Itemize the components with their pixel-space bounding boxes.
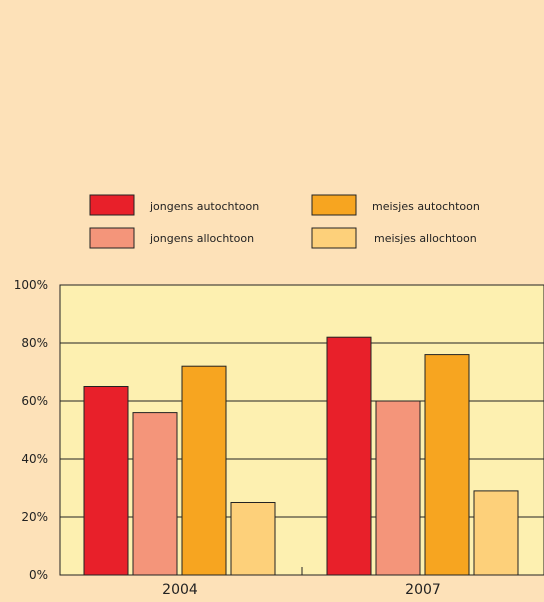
bars — [83, 336, 519, 576]
y-tick-label: 100% — [14, 278, 48, 292]
bar-jongens-autochtoon-2007 — [326, 336, 372, 576]
legend: jongens autochtoon jongens allochtoon meis… — [89, 194, 480, 249]
legend-label: jongens allochtoon — [149, 232, 254, 245]
bar-jongens-allochtoon-2004 — [132, 412, 178, 576]
bar-jongens-autochtoon-2004 — [83, 386, 129, 576]
y-tick-label: 0% — [29, 568, 48, 582]
bar-meisjes-allochtoon-2007 — [473, 490, 519, 576]
bar-jongens-allochtoon-2007 — [375, 400, 421, 576]
x-tick-label: 2004 — [162, 582, 198, 598]
y-axis-ticks: 0% 20% 40% 60% 80% 100% — [14, 278, 48, 582]
bar-meisjes-autochtoon-2004 — [181, 365, 227, 576]
legend-label: meisjes autochtoon — [372, 200, 480, 213]
legend-swatch — [311, 227, 357, 249]
legend-swatch — [311, 194, 357, 216]
y-tick-label: 40% — [21, 452, 48, 466]
legend-label: meisjes allochtoon — [374, 232, 477, 245]
x-axis-ticks: 2004 2007 — [162, 582, 441, 598]
y-tick-label: 20% — [21, 510, 48, 524]
y-tick-label: 80% — [21, 336, 48, 350]
y-tick-label: 60% — [21, 394, 48, 408]
bar-meisjes-allochtoon-2004 — [230, 502, 276, 576]
legend-label: jongens autochtoon — [149, 200, 259, 213]
x-tick-label: 2007 — [405, 582, 441, 598]
legend-swatch — [89, 227, 135, 249]
legend-swatch — [89, 194, 135, 216]
bar-meisjes-autochtoon-2007 — [424, 354, 470, 576]
